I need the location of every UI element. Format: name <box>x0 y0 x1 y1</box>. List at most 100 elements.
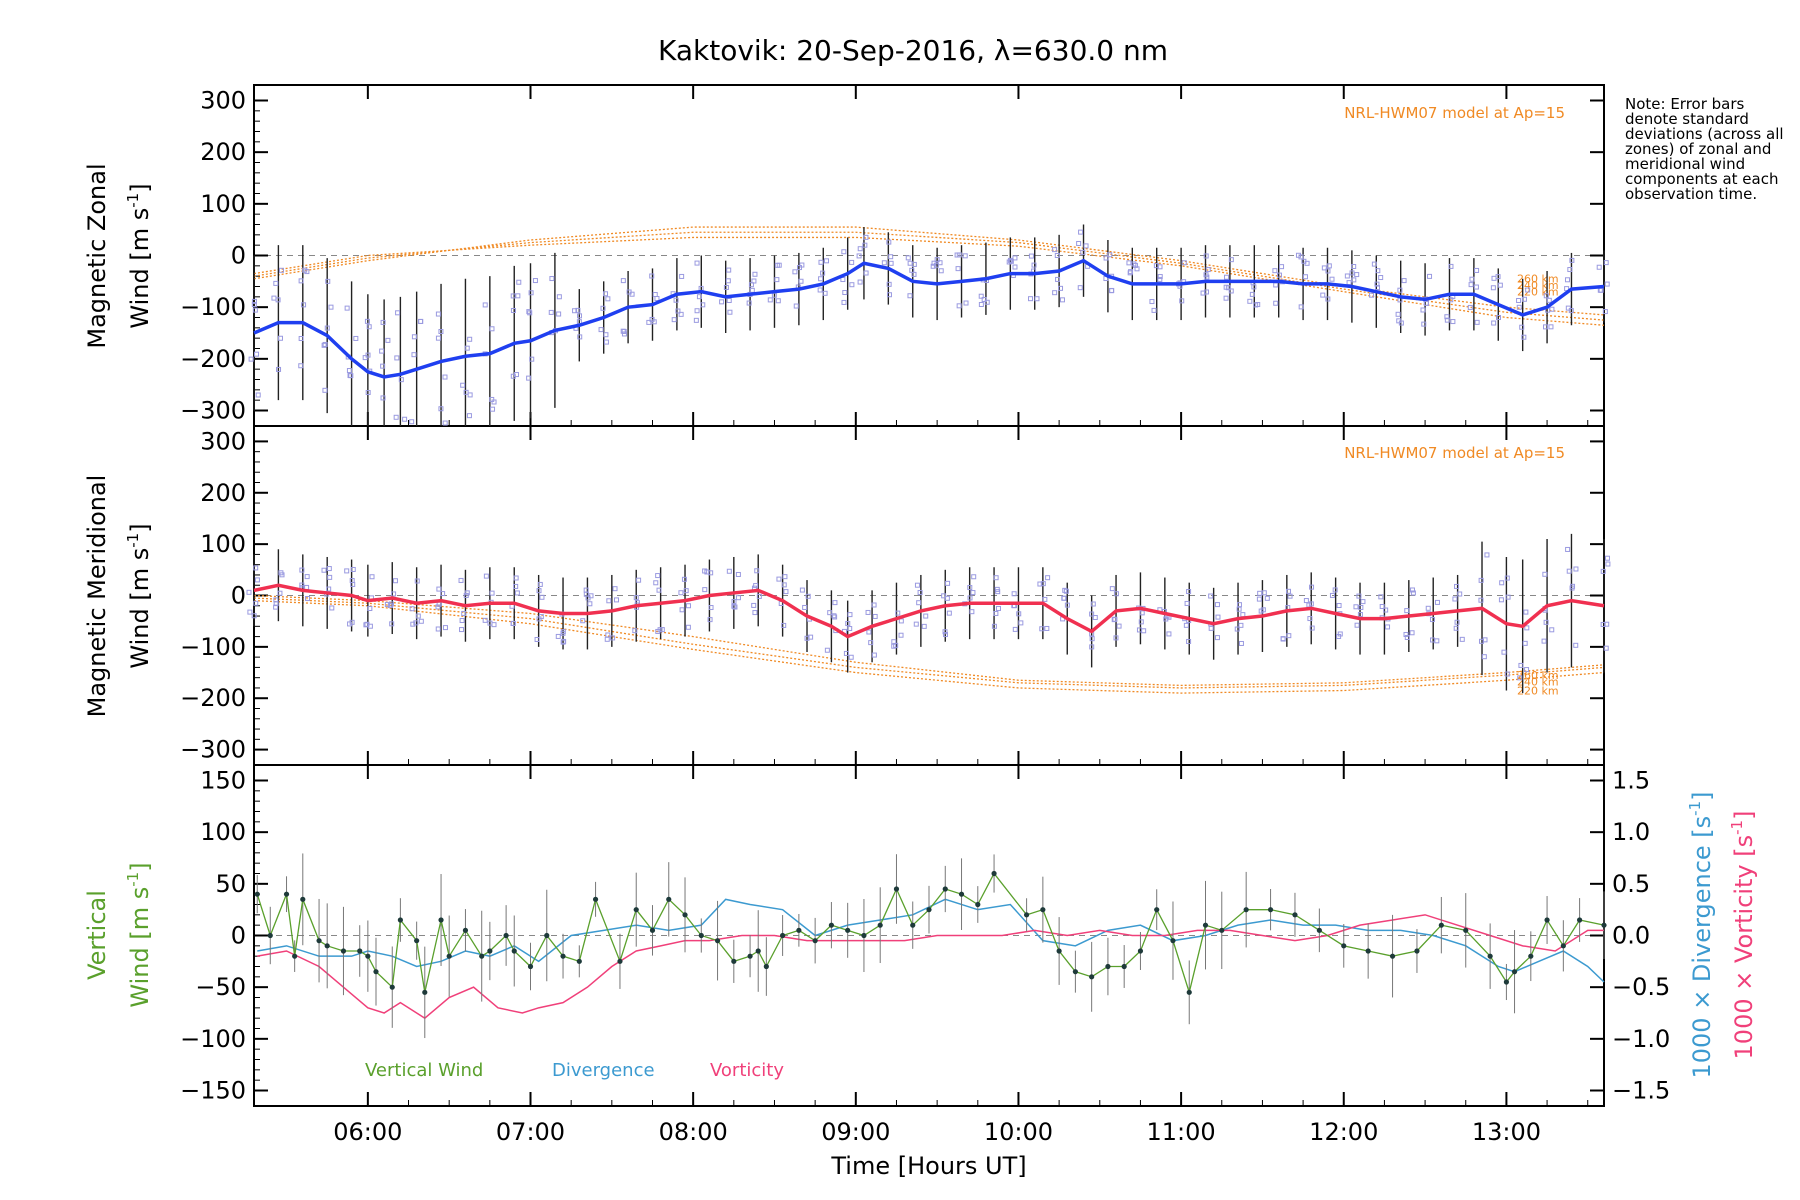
zonal-zone-marker <box>963 300 969 306</box>
zonal-zone-marker <box>1421 321 1427 327</box>
zonal-zone-marker <box>273 280 279 286</box>
meridional-ytick-label: −100 <box>180 633 246 661</box>
zonal-zone-marker <box>1204 274 1210 280</box>
meridional-zone-marker <box>1090 601 1096 607</box>
meridional-zone-marker <box>279 572 285 578</box>
zonal-zone-marker <box>380 395 386 401</box>
zonal-zone-marker <box>620 278 626 284</box>
zonal-zone-marker <box>818 276 824 282</box>
zonal-zone-marker <box>725 278 731 284</box>
meridional-zone-marker <box>1307 616 1313 622</box>
meridional-zone-marker <box>277 590 283 596</box>
meridional-zone-marker <box>708 570 714 576</box>
zonal-zone-marker <box>254 351 260 357</box>
zonal-zone-marker <box>1420 307 1426 313</box>
vertical-wind-point <box>877 922 883 928</box>
meridional-zone-marker <box>461 610 467 616</box>
meridional-zone-marker <box>804 635 810 641</box>
meridional-zone-marker <box>1215 614 1221 620</box>
vertical-wind-point <box>560 953 566 959</box>
meridional-zone-marker <box>845 621 851 627</box>
meridional-zone-marker <box>917 589 923 595</box>
vertical-wind-point <box>1503 979 1510 985</box>
zonal-zone-marker <box>679 273 685 279</box>
vertical-wind-point <box>462 927 469 933</box>
vertical-wind-point <box>1414 948 1420 954</box>
meridional-zone-marker <box>655 573 661 579</box>
zonal-zone-marker <box>1569 257 1575 263</box>
meridional-model-alt-label: 260 km <box>1517 669 1559 682</box>
vertical-wind-point <box>926 907 932 913</box>
zonal-zone-marker <box>1109 287 1115 293</box>
meridional-zone-marker <box>866 629 872 635</box>
vertical-wind-point <box>397 917 403 923</box>
zonal-zone-marker <box>1375 285 1381 291</box>
meridional-zone-marker <box>536 616 542 622</box>
x-axis: 06:00 07:00 08:00 09:00 10:00 11:00 12:00 13:00 <box>333 1118 1541 1146</box>
zonal-zone-marker <box>621 331 627 337</box>
vertical-wind-line <box>256 872 1605 995</box>
meridional-zone-marker <box>349 619 355 625</box>
zonal-zone-marker <box>353 335 359 341</box>
meridional-zone-marker <box>1549 627 1555 633</box>
meridional-ytick-label: −300 <box>180 736 246 764</box>
meridional-zone-marker <box>305 596 311 602</box>
vertical-wind-point <box>373 969 379 975</box>
meridional-model-260km <box>253 594 1605 687</box>
zonal-zone-marker <box>435 311 441 317</box>
meridional-model-220km <box>253 599 1605 694</box>
legend-vorticity: Vorticity <box>710 1060 784 1081</box>
zonal-zone-marker <box>797 265 803 271</box>
vertical-ytick-label: −100 <box>180 1025 246 1053</box>
meridional-zone-marker <box>1452 596 1458 602</box>
meridional-zone-marker <box>363 622 369 628</box>
vertical-wind-point <box>357 948 363 954</box>
meridional-ytick-label: −200 <box>180 684 246 712</box>
zonal-zone-marker <box>857 246 863 252</box>
meridional-zone-marker <box>604 636 610 642</box>
meridional-zone-marker <box>708 605 714 611</box>
zonal-zone-marker <box>298 363 304 369</box>
meridional-zone-marker <box>776 576 782 582</box>
zonal-zone-marker <box>362 355 368 361</box>
meridional-zone-marker <box>273 604 279 610</box>
meridional-zone-marker <box>871 652 877 658</box>
zonal-zone-marker <box>978 293 984 299</box>
zonal-zone-marker <box>981 296 987 302</box>
meridional-zone-marker <box>945 580 951 586</box>
vertical-wind-point <box>1316 927 1322 933</box>
meridional-zone-marker <box>435 604 441 610</box>
meridional-zone-marker <box>1518 662 1524 668</box>
zonal-zone-marker <box>402 416 408 422</box>
zonal-zone-marker <box>271 295 277 301</box>
vertical-wind-point <box>1528 953 1534 959</box>
zonal-zone-marker <box>1468 282 1474 288</box>
meridional-zone-marker <box>1166 631 1172 637</box>
zonal-zone-marker <box>1076 240 1082 246</box>
zonal-zone-marker <box>881 260 887 266</box>
error-bar-note: Note: Error bars denote standard deviati… <box>1625 95 1784 203</box>
zonal-zone-marker <box>398 377 404 383</box>
vertical-wind-point <box>1040 907 1046 913</box>
meridional-zone-marker <box>751 602 757 608</box>
zonal-zone-marker <box>1058 285 1064 291</box>
meridional-zone-marker <box>1603 645 1609 651</box>
zonal-zone-marker <box>1543 324 1549 330</box>
zonal-zone-marker <box>1181 260 1187 266</box>
zonal-zone-marker <box>1496 315 1502 321</box>
zonal-zone-marker <box>1344 273 1350 279</box>
meridional-zone-marker <box>942 632 948 638</box>
meridional-zone-marker <box>1141 628 1147 634</box>
vertical-wind-point <box>438 917 444 923</box>
meridional-zone-marker <box>1434 599 1440 605</box>
right-ytick-label: 1.5 <box>1612 767 1650 795</box>
meridional-zone-marker <box>832 600 838 606</box>
meridional-zone-marker <box>1238 622 1244 628</box>
right-ytick-label: −1.5 <box>1612 1077 1670 1105</box>
meridional-zone-marker <box>1016 611 1022 617</box>
zonal-ytick-label: −200 <box>180 345 246 373</box>
vertical-wind-point <box>1121 963 1127 970</box>
meridional-zone-marker <box>614 597 620 603</box>
meridional-zone-marker <box>1138 619 1144 625</box>
meridional-zone-marker <box>391 591 397 597</box>
